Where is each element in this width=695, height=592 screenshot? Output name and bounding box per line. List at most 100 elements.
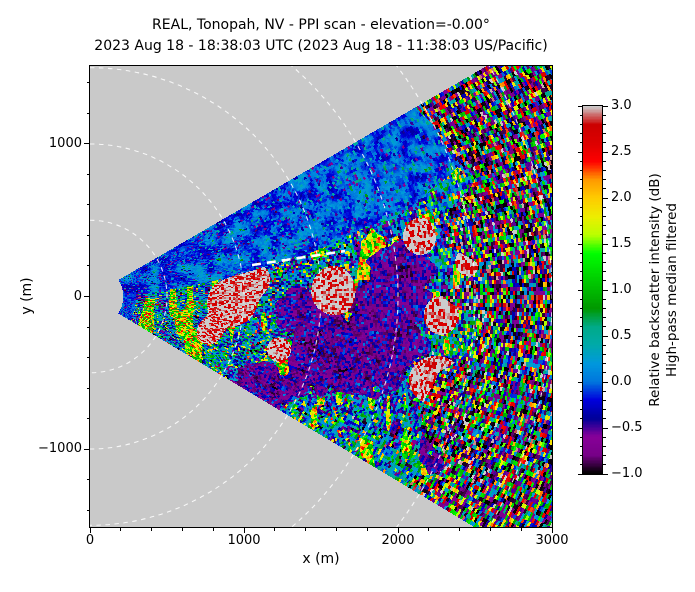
colorbar-minor-tick	[579, 142, 583, 144]
colorbar-tick	[578, 427, 583, 429]
colorbar-minor-tick	[579, 464, 583, 466]
colorbar-tick	[602, 473, 608, 475]
colorbar-minor-tick	[579, 123, 583, 125]
y-minor-tick	[86, 173, 90, 175]
colorbar-label-line1: Relative backscatter intensity (dB)	[647, 173, 663, 407]
x-minor-tick	[151, 527, 153, 531]
colorbar-canvas	[582, 105, 603, 475]
colorbar-minor-tick	[602, 179, 606, 181]
colorbar-minor-tick	[602, 123, 606, 125]
x-tick	[89, 527, 91, 533]
colorbar-minor-tick	[579, 298, 583, 300]
colorbar-minor-tick	[579, 160, 583, 162]
colorbar-tick-label: 1.5	[611, 236, 632, 251]
colorbar-minor-tick	[602, 215, 606, 217]
colorbar-minor-tick	[602, 455, 606, 457]
y-minor-tick	[86, 234, 90, 236]
colorbar-minor-tick	[602, 188, 606, 190]
colorbar-minor-tick	[579, 225, 583, 227]
colorbar-minor-tick	[602, 363, 606, 365]
colorbar-tick-label: −1.0	[611, 466, 643, 481]
colorbar-minor-tick	[579, 234, 583, 236]
colorbar-minor-tick	[602, 307, 606, 309]
y-tick-label: 1000	[48, 135, 82, 151]
colorbar-minor-tick	[579, 206, 583, 208]
colorbar-tick	[578, 335, 583, 337]
colorbar-minor-tick	[602, 464, 606, 466]
colorbar-tick	[602, 381, 608, 383]
colorbar-tick	[578, 243, 583, 245]
y-minor-tick	[86, 112, 90, 114]
y-minor-tick	[86, 509, 90, 511]
colorbar-minor-tick	[579, 307, 583, 309]
colorbar-tick-label: 3.0	[611, 98, 632, 113]
y-axis-label: y (m)	[19, 277, 35, 315]
colorbar-tick	[578, 289, 583, 291]
y-minor-tick	[86, 204, 90, 206]
x-tick-label: 0	[85, 533, 95, 548]
x-tick-label: 2000	[381, 533, 415, 548]
colorbar-minor-tick	[602, 234, 606, 236]
colorbar-tick	[578, 473, 583, 475]
colorbar-minor-tick	[602, 326, 606, 328]
colorbar-label: Relative backscatter intensity (dB) High…	[647, 173, 681, 406]
colorbar-minor-tick	[579, 280, 583, 282]
colorbar-minor-tick	[602, 390, 606, 392]
colorbar-tick-label: −0.5	[611, 420, 643, 435]
colorbar-minor-tick	[579, 436, 583, 438]
colorbar-tick-label: 2.0	[611, 190, 632, 205]
colorbar-minor-tick	[602, 225, 606, 227]
y-tick	[84, 143, 90, 145]
y-tick	[84, 448, 90, 450]
colorbar-minor-tick	[602, 399, 606, 401]
y-tick-label: 0	[73, 288, 82, 304]
colorbar-minor-tick	[579, 353, 583, 355]
x-minor-tick	[428, 527, 430, 531]
x-minor-tick	[212, 527, 214, 531]
colorbar-minor-tick	[579, 271, 583, 273]
colorbar-minor-tick	[602, 317, 606, 319]
colorbar-minor-tick	[602, 252, 606, 254]
colorbar-minor-tick	[602, 418, 606, 420]
colorbar-minor-tick	[579, 372, 583, 374]
x-minor-tick	[520, 527, 522, 531]
colorbar-minor-tick	[602, 261, 606, 263]
y-tick-label: −1000	[38, 441, 82, 457]
x-tick	[551, 527, 553, 533]
y-tick	[84, 296, 90, 297]
x-minor-tick	[489, 527, 491, 531]
colorbar-tick	[578, 197, 583, 199]
colorbar-minor-tick	[579, 215, 583, 217]
y-minor-tick	[86, 357, 90, 359]
y-minor-tick	[86, 479, 90, 481]
colorbar-minor-tick	[602, 353, 606, 355]
x-minor-tick	[459, 527, 461, 531]
colorbar-minor-tick	[579, 169, 583, 171]
colorbar-minor-tick	[602, 298, 606, 300]
colorbar-tick-label: 1.0	[611, 282, 632, 297]
x-minor-tick	[274, 527, 276, 531]
colorbar-minor-tick	[602, 271, 606, 273]
colorbar-tick-label: 0.0	[611, 374, 632, 389]
colorbar-minor-tick	[579, 390, 583, 392]
colorbar-tick	[602, 289, 608, 291]
colorbar-label-line2: High-pass median filtered	[664, 203, 680, 377]
x-axis-label: x (m)	[302, 551, 340, 567]
colorbar-minor-tick	[602, 206, 606, 208]
colorbar-minor-tick	[579, 252, 583, 254]
colorbar-minor-tick	[602, 280, 606, 282]
ppi-scan-canvas	[90, 66, 552, 527]
y-minor-tick	[86, 82, 90, 84]
colorbar-tick	[578, 381, 583, 383]
colorbar-minor-tick	[602, 372, 606, 374]
colorbar-minor-tick	[579, 409, 583, 411]
colorbar-minor-tick	[579, 317, 583, 319]
plot-subtitle: 2023 Aug 18 - 18:38:03 UTC (2023 Aug 18 …	[94, 38, 548, 54]
colorbar-minor-tick	[579, 455, 583, 457]
colorbar-minor-tick	[579, 399, 583, 401]
colorbar-minor-tick	[602, 133, 606, 135]
x-tick	[397, 527, 399, 533]
x-minor-tick	[305, 527, 307, 531]
colorbar-minor-tick	[602, 169, 606, 171]
colorbar-minor-tick	[579, 179, 583, 181]
